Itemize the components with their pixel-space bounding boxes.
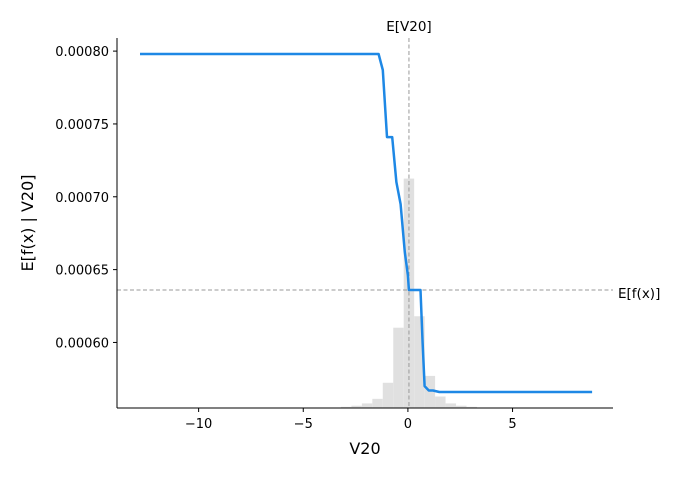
histogram-bar [456,405,467,408]
histogram-bar [435,396,446,408]
expected-feature-label: E[V20] [386,19,431,35]
x-tick-label: −10 [185,417,212,432]
histogram-bar [414,316,425,408]
y-tick-label: 0.00060 [55,336,109,351]
histogram-bar [424,375,436,408]
x-tick-label: 5 [508,417,516,432]
histogram-bar [340,406,352,408]
histogram-bar [393,327,404,408]
x-tick-label: −5 [294,417,313,432]
expected-output-label: E[f(x)] [618,286,660,302]
x-axis-title: V20 [349,439,380,458]
series-layer [140,52,593,394]
histogram-bar [466,406,477,408]
y-tick-label: 0.00070 [55,191,109,206]
histogram-bar [351,405,362,408]
histogram-bar [361,403,373,408]
y-tick-label: 0.00075 [55,118,109,133]
histogram-bar [372,398,383,408]
axes: −10 −5 0 5 0.00060 0.00065 0.00070 0.00075 0.000… [18,38,613,458]
y-axis-title: E[f(x) | V20] [18,174,37,271]
dependence-line [140,52,593,394]
y-tick-label: 0.00065 [55,264,109,279]
y-tick-label: 0.00080 [55,45,109,60]
reference-lines: E[V20] E[f(x)] [117,19,660,408]
histogram-bar [382,382,394,408]
x-tick-label: 0 [404,417,412,432]
histogram-bar [445,403,457,408]
